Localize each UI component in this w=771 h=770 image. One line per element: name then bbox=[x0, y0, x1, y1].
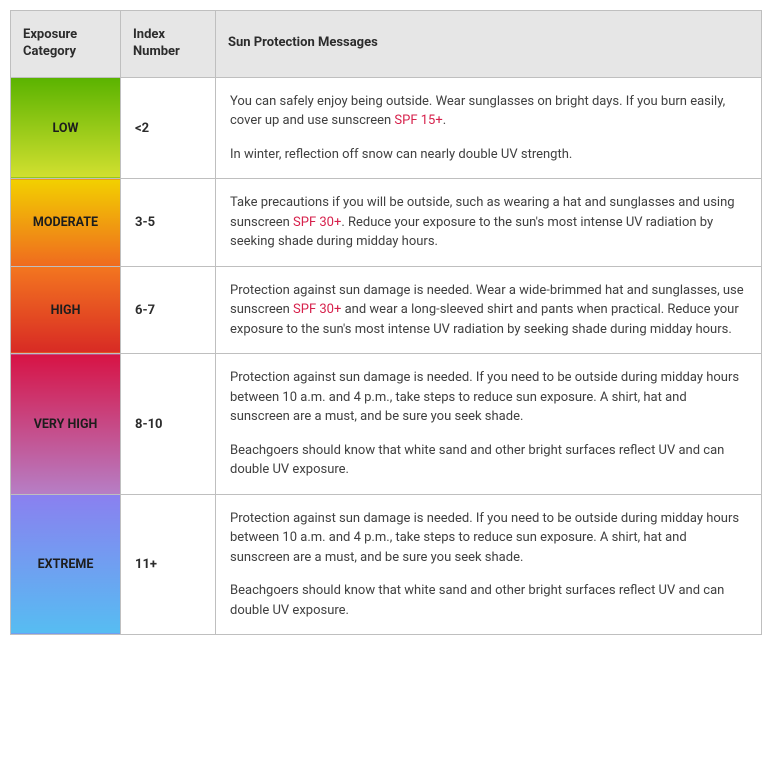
category-cell: EXTREME bbox=[11, 494, 121, 635]
col-header-messages: Sun Protection Messages bbox=[216, 11, 762, 78]
col-header-index: Index Number bbox=[121, 11, 216, 78]
table-row: MODERATE3-5Take precautions if you will … bbox=[11, 179, 762, 267]
message-cell: Protection against sun damage is needed.… bbox=[216, 494, 762, 635]
message-paragraph: You can safely enjoy being outside. Wear… bbox=[230, 92, 747, 131]
message-paragraph: Beachgoers should know that white sand a… bbox=[230, 441, 747, 480]
message-paragraph: Protection against sun damage is needed.… bbox=[230, 281, 747, 340]
message-cell: Protection against sun damage is needed.… bbox=[216, 354, 762, 495]
message-cell: Protection against sun damage is needed.… bbox=[216, 266, 762, 354]
uv-index-table: Exposure Category Index Number Sun Prote… bbox=[10, 10, 762, 635]
message-paragraph: Protection against sun damage is needed.… bbox=[230, 368, 747, 427]
category-label: LOW bbox=[11, 113, 120, 144]
spf-highlight: SPF 30+ bbox=[293, 215, 341, 230]
col-header-category: Exposure Category bbox=[11, 11, 121, 78]
category-label: MODERATE bbox=[11, 207, 120, 238]
category-cell: LOW bbox=[11, 77, 121, 179]
category-cell: VERY HIGH bbox=[11, 354, 121, 495]
spf-highlight: SPF 15+ bbox=[394, 113, 442, 128]
message-paragraph: Take precautions if you will be outside,… bbox=[230, 193, 747, 252]
table-row: VERY HIGH8-10 Protection against sun dama… bbox=[11, 354, 762, 495]
table-row: LOW<2 You can safely enjoy being outside.… bbox=[11, 77, 762, 179]
category-cell: MODERATE bbox=[11, 179, 121, 267]
spf-highlight: SPF 30+ bbox=[293, 302, 341, 317]
message-paragraph: Protection against sun damage is needed.… bbox=[230, 509, 747, 568]
message-text: Protection against sun damage is needed.… bbox=[230, 511, 739, 565]
message-paragraph: In winter, reflection off snow can nearl… bbox=[230, 145, 747, 165]
message-text: Protection against sun damage is needed.… bbox=[230, 370, 739, 424]
table-row: HIGH6-7Protection against sun damage is … bbox=[11, 266, 762, 354]
table-row: EXTREME11+ Protection against sun damage … bbox=[11, 494, 762, 635]
message-text: . bbox=[443, 113, 446, 128]
index-cell: 8-10 bbox=[121, 354, 216, 495]
header-row: Exposure Category Index Number Sun Prote… bbox=[11, 11, 762, 78]
index-cell: 11+ bbox=[121, 494, 216, 635]
index-cell: 6-7 bbox=[121, 266, 216, 354]
category-cell: HIGH bbox=[11, 266, 121, 354]
category-label: HIGH bbox=[11, 295, 120, 326]
message-cell: Take precautions if you will be outside,… bbox=[216, 179, 762, 267]
message-text: You can safely enjoy being outside. Wear… bbox=[230, 94, 725, 129]
index-cell: <2 bbox=[121, 77, 216, 179]
message-cell: You can safely enjoy being outside. Wear… bbox=[216, 77, 762, 179]
category-label: VERY HIGH bbox=[11, 409, 120, 440]
index-cell: 3-5 bbox=[121, 179, 216, 267]
category-label: EXTREME bbox=[11, 549, 120, 580]
message-paragraph: Beachgoers should know that white sand a… bbox=[230, 581, 747, 620]
